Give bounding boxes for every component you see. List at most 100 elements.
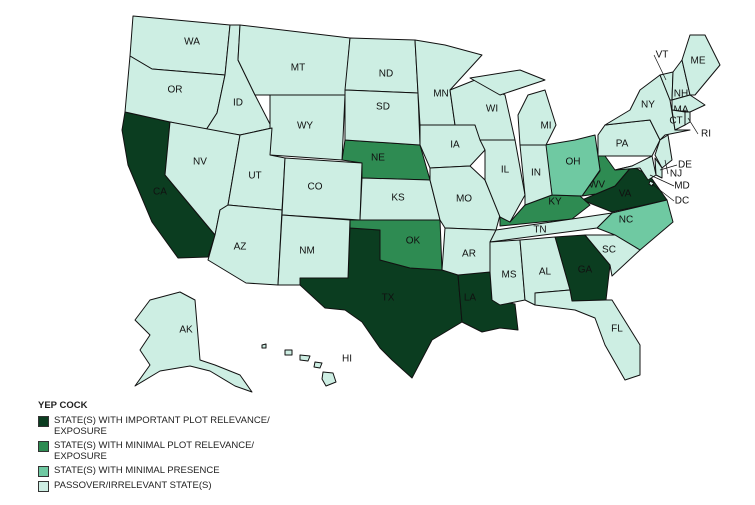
state-label: NM — [299, 246, 315, 257]
state-label: KS — [391, 193, 405, 204]
state-shape — [654, 134, 673, 169]
state-label: ND — [379, 69, 393, 80]
state-shape — [519, 144, 553, 206]
state-label: DC — [675, 196, 689, 207]
legend-label: STATE(S) WITH MINIMAL PRESENCE — [54, 465, 220, 476]
state: IL — [479, 139, 526, 223]
state-label: HI — [342, 354, 352, 365]
state-label: FL — [611, 324, 623, 335]
state: CO — [281, 157, 363, 221]
state-label: OK — [406, 236, 421, 247]
state-label: NV — [193, 157, 207, 168]
state-label: ID — [233, 98, 243, 109]
state: IN — [519, 144, 553, 206]
legend-title: YEP COCK — [38, 400, 88, 411]
state-label: TX — [382, 293, 395, 304]
state-shape — [344, 89, 421, 146]
legend-item: STATE(S) WITH IMPORTANT PLOT RELEVANCE/ … — [38, 415, 288, 437]
legend-label: STATE(S) WITH MINIMAL PLOT RELEVANCE/ EX… — [54, 440, 255, 462]
state-shape — [261, 343, 337, 387]
state-shape — [344, 37, 419, 94]
state-label: IN — [531, 168, 541, 179]
state-label: WV — [589, 180, 605, 191]
state: AK — [134, 291, 253, 393]
state-shape — [597, 119, 661, 157]
state: FL — [534, 289, 641, 381]
state-shape — [237, 24, 351, 96]
state-label: CO — [308, 182, 323, 193]
state-shape — [349, 219, 443, 271]
legend-item: STATE(S) WITH MINIMAL PRESENCE — [38, 465, 288, 477]
state: NJ — [654, 134, 682, 180]
state: AZ — [207, 204, 283, 286]
state: DC — [648, 180, 689, 207]
state: AR — [441, 227, 497, 276]
state: DE — [654, 157, 692, 179]
state-label: IL — [501, 165, 510, 176]
legend-swatch — [38, 481, 49, 492]
state: ND — [344, 37, 419, 94]
state-shape — [684, 111, 691, 126]
state-shape — [671, 94, 706, 113]
state-shape — [277, 214, 351, 286]
state: SC — [584, 234, 641, 277]
legend: YEP COCK STATE(S) WITH IMPORTANT PLOT RE… — [38, 400, 288, 495]
legend-item: PASSOVER/IRRELEVANT STATE(S) — [38, 480, 288, 492]
state: IA — [419, 124, 486, 169]
state-label: WA — [184, 37, 200, 48]
state-label: CT — [669, 116, 682, 127]
state: MT — [237, 24, 351, 96]
state-label: MS — [502, 270, 517, 281]
state-shape — [614, 155, 657, 181]
state-shape — [134, 291, 253, 393]
state: MD — [614, 155, 690, 192]
state: OK — [349, 219, 443, 271]
state-label: NJ — [670, 169, 682, 180]
state-shape — [479, 139, 526, 223]
state-label: IA — [450, 140, 460, 151]
state-label: NH — [674, 89, 688, 100]
legend-swatch — [38, 416, 49, 427]
state-shape — [584, 234, 641, 277]
state-label: LA — [464, 293, 477, 304]
state-label: OR — [168, 85, 183, 96]
state-label: TN — [533, 225, 546, 236]
state-label: GA — [578, 265, 593, 276]
legend-swatch — [38, 441, 49, 452]
state-label: UT — [248, 171, 261, 182]
state: HI — [261, 343, 352, 387]
state-label: MT — [291, 63, 305, 74]
state-label: KY — [548, 197, 562, 208]
state-label: NY — [641, 100, 655, 111]
state-label: CA — [153, 187, 167, 198]
state-label: MA — [674, 105, 689, 116]
leader-line — [687, 117, 699, 135]
legend-swatch — [38, 466, 49, 477]
state-shape — [441, 227, 497, 276]
leader-line — [659, 164, 678, 171]
legend-label: PASSOVER/IRRELEVANT STATE(S) — [54, 480, 212, 491]
state-label: RI — [701, 129, 711, 140]
state-label: VA — [619, 189, 632, 200]
state-label: MD — [674, 181, 690, 192]
state: RI — [684, 111, 711, 140]
state-label: AR — [462, 249, 476, 260]
state-label: VT — [656, 50, 669, 61]
state: NM — [277, 214, 351, 286]
leader-line — [651, 183, 675, 202]
state-label: WY — [297, 121, 313, 132]
state-shape — [489, 212, 613, 243]
us-map: CA TX LA GA VA NE OK KY WV OH NC WA OR ID NV MT WY UT AZ CO… — [121, 15, 721, 393]
state-shape — [654, 157, 663, 179]
state-shape — [534, 289, 641, 381]
state: ME — [681, 34, 721, 96]
state-label: PA — [616, 139, 629, 150]
state-label: SC — [602, 245, 616, 256]
state-label: NE — [371, 153, 385, 164]
state: SD — [344, 89, 421, 146]
state-label: ME — [691, 56, 706, 67]
state-label: OH — [566, 157, 581, 168]
legend-item: STATE(S) WITH MINIMAL PLOT RELEVANCE/ EX… — [38, 440, 288, 462]
leader-line — [664, 159, 669, 175]
